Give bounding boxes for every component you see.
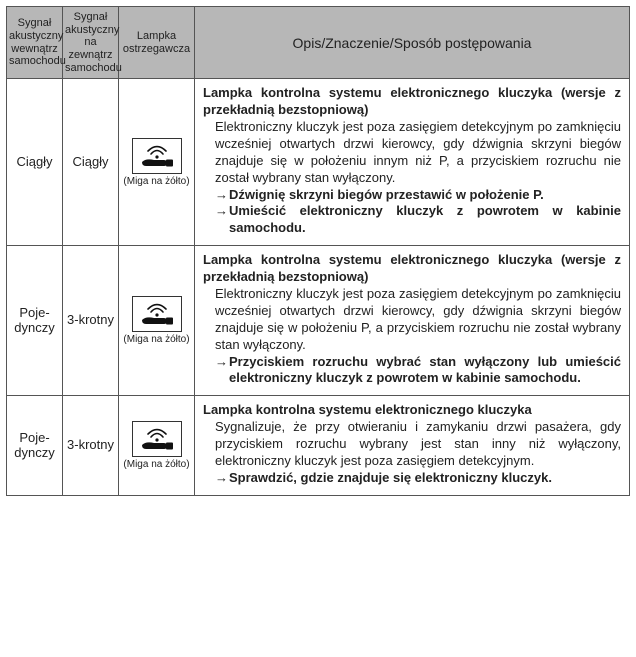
warning-lamp-icon-box: [132, 138, 182, 174]
lamp-caption: (Miga na żółto): [121, 459, 192, 470]
signal-outside-cell: 3-krotny: [63, 246, 119, 396]
entry-action-text: Umieścić elektroniczny kluczyk z powrote…: [229, 203, 621, 235]
arrow-icon: →: [215, 470, 229, 487]
description-cell: Lampka kontrolna systemu elektronicznego…: [195, 246, 630, 396]
entry-action: →Sprawdzić, gdzie znajduje się elektroni…: [215, 470, 621, 487]
entry-action-text: Sprawdzić, gdzie znajduje się elektronic…: [229, 470, 552, 485]
lamp-caption: (Miga na żółto): [121, 176, 192, 187]
arrow-icon: →: [215, 203, 229, 220]
header-row: Sygnał akustyczny wewnątrz samochodu Syg…: [7, 7, 630, 79]
entry-action: →Przyciskiem rozruchu wybrać stan wyłącz…: [215, 354, 621, 388]
lamp-caption: (Miga na żółto): [121, 334, 192, 345]
entry-action: →Dźwignię skrzyni biegów przestawić w po…: [215, 187, 621, 204]
table-row: Poje­dynczy3-krotny (Miga na żółto) Lampk…: [7, 396, 630, 495]
header-signal-inside: Sygnał akustyczny wewnątrz samochodu: [7, 7, 63, 79]
signal-inside-cell: Ciągły: [7, 79, 63, 246]
warning-lamp-cell: (Miga na żółto): [119, 79, 195, 246]
signal-outside-cell: 3-krotny: [63, 396, 119, 495]
warning-lamp-icon-box: [132, 296, 182, 332]
signal-inside-cell: Poje­dynczy: [7, 396, 63, 495]
arrow-icon: →: [215, 354, 229, 371]
warning-table: Sygnał akustyczny wewnątrz samochodu Syg…: [6, 6, 630, 496]
warning-lamp-icon-box: [132, 421, 182, 457]
description-cell: Lampka kontrolna systemu elektronicznego…: [195, 396, 630, 495]
entry-body: Sygnalizuje, że przy otwieraniu i zamyka…: [203, 419, 621, 470]
key-fob-signal-icon: [136, 300, 178, 328]
header-signal-outside: Sygnał akustyczny na zewnątrz samochodu: [63, 7, 119, 79]
warning-lamp-cell: (Miga na żółto): [119, 246, 195, 396]
entry-action-text: Dźwignię skrzyni biegów przestawić w poł…: [229, 187, 544, 202]
entry-action-text: Przyciskiem rozruchu wybrać stan wyłączo…: [229, 354, 621, 386]
table-row: Poje­dynczy3-krotny (Miga na żółto) Lampk…: [7, 246, 630, 396]
arrow-icon: →: [215, 187, 229, 204]
key-fob-signal-icon: [136, 142, 178, 170]
entry-title: Lampka kontrolna systemu elektronicznego…: [203, 252, 621, 286]
warning-lamp-cell: (Miga na żółto): [119, 396, 195, 495]
signal-inside-cell: Poje­dynczy: [7, 246, 63, 396]
description-cell: Lampka kontrolna systemu elektronicznego…: [195, 79, 630, 246]
entry-body: Elektroniczny kluczyk jest poza zasięgie…: [203, 286, 621, 354]
signal-outside-cell: Ciągły: [63, 79, 119, 246]
key-fob-signal-icon: [136, 425, 178, 453]
entry-title: Lampka kontrolna systemu elektronicznego…: [203, 402, 621, 419]
entry-body: Elektroniczny kluczyk jest poza zasięgie…: [203, 119, 621, 187]
entry-title: Lampka kontrolna systemu elektronicznego…: [203, 85, 621, 119]
table-row: CiągłyCiągły (Miga na żółto) Lampka kontr…: [7, 79, 630, 246]
entry-action: →Umieścić elektroniczny kluczyk z powrot…: [215, 203, 621, 237]
header-lamp: Lampka ostrze­gawcza: [119, 7, 195, 79]
header-description: Opis/Znaczenie/Sposób postępowania: [195, 7, 630, 79]
